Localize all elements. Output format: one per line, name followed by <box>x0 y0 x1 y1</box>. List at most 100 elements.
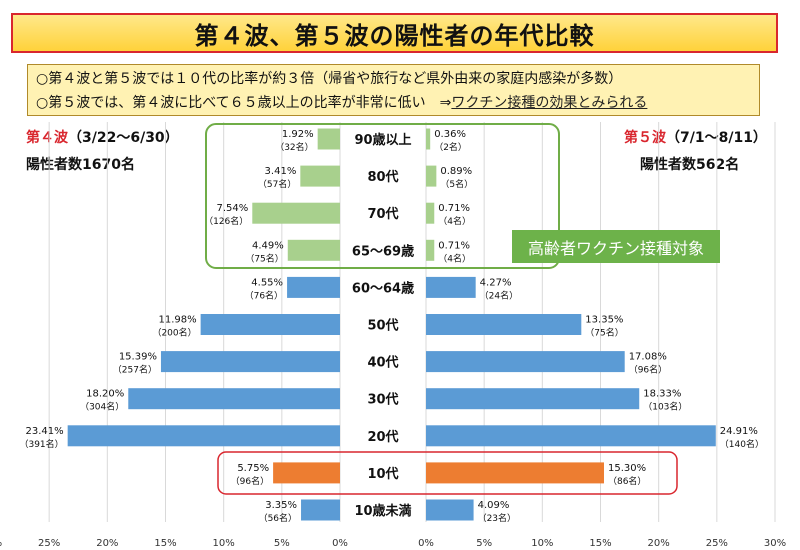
category-label: 60～64歳 <box>352 280 414 296</box>
left-bar <box>200 314 340 335</box>
right-data-label: 0.89% <box>440 166 472 177</box>
right-data-label: 17.08% <box>629 352 667 363</box>
left-axis-tick: 25% <box>38 538 60 549</box>
left-wave-label: 第４波（3/22～6/30） <box>26 127 179 147</box>
vaccine-target-label: 高齢者ワクチン接種対象 <box>512 230 720 263</box>
left-count-label: （257名） <box>113 364 157 376</box>
right-axis-tick: 15% <box>589 538 611 549</box>
left-count-label: （304名） <box>80 401 124 413</box>
left-count-label: （96名） <box>231 475 269 487</box>
summary-box: ○第４波と第５波では１０代の比率が約３倍（帰省や旅行など県外由来の家庭内感染が多… <box>27 64 760 116</box>
right-data-label: 0.36% <box>434 129 466 140</box>
category-label: 10代 <box>367 466 398 482</box>
right-count-label: （103名） <box>643 401 687 413</box>
teen-highlight-frame <box>217 451 678 495</box>
left-bar <box>300 165 340 187</box>
category-label: 90歳以上 <box>354 132 411 148</box>
category-label: 40代 <box>367 355 398 371</box>
left-data-label: 3.41% <box>265 166 297 177</box>
left-count-label: （391名） <box>19 438 63 450</box>
right-bar <box>426 351 625 373</box>
left-bar <box>287 276 340 298</box>
category-label: 10歳未満 <box>354 503 411 519</box>
left-axis-tick: 30% <box>0 538 2 549</box>
left-bar <box>301 499 340 521</box>
category-label: 80代 <box>367 169 398 185</box>
left-wave-name: 第４波 <box>26 130 68 146</box>
left-bar <box>128 388 340 410</box>
right-bar <box>426 425 716 447</box>
right-bar <box>426 128 431 150</box>
right-axis-tick: 20% <box>648 538 670 549</box>
left-axis-tick: 20% <box>96 538 118 549</box>
right-count-label: （86名） <box>608 475 646 487</box>
category-label: 50代 <box>367 318 398 334</box>
left-axis-tick: 10% <box>213 538 235 549</box>
left-bar <box>273 462 340 484</box>
category-label: 70代 <box>367 206 398 222</box>
left-data-label: 3.35% <box>265 500 297 511</box>
right-count-label: （4名） <box>438 215 471 227</box>
left-count-label: （56名） <box>259 512 297 524</box>
left-bar <box>160 351 340 373</box>
right-data-label: 15.30% <box>608 463 646 474</box>
left-data-label: 15.39% <box>119 352 157 363</box>
right-bar <box>426 388 640 410</box>
right-axis-tick: 5% <box>476 538 492 549</box>
summary-line-2: ○第５波では、第４波に比べて６５歳以上の比率が非常に低い ⇒ワクチン接種の効果と… <box>36 91 751 115</box>
right-axis-tick: 25% <box>706 538 728 549</box>
right-data-label: 0.71% <box>438 240 470 251</box>
right-bar <box>426 499 474 521</box>
left-data-label: 7.54% <box>217 203 249 214</box>
left-axis-tick: 0% <box>332 538 348 549</box>
summary-line-2-conclusion: ワクチン接種の効果とみられる <box>451 95 648 111</box>
title-banner: 第４波、第５波の陽性者の年代比較 <box>11 13 778 53</box>
right-data-label: 13.35% <box>585 315 623 326</box>
left-bar <box>317 128 340 150</box>
left-bar <box>287 239 340 261</box>
left-axis-tick: 5% <box>274 538 290 549</box>
left-data-label: 11.98% <box>158 315 196 326</box>
left-data-label: 4.49% <box>252 240 284 251</box>
category-label: 30代 <box>367 392 398 408</box>
left-count-label: （32名） <box>275 141 313 153</box>
left-axis-tick: 15% <box>154 538 176 549</box>
category-label: 65～69歳 <box>352 243 414 259</box>
left-count-label: （57名） <box>258 178 296 190</box>
right-count-label: （75名） <box>585 327 623 339</box>
right-data-label: 24.91% <box>720 426 758 437</box>
right-bar <box>426 165 437 187</box>
left-data-label: 5.75% <box>237 463 269 474</box>
left-count-label: （76名） <box>245 289 283 301</box>
left-count-label: （126名） <box>204 215 248 227</box>
right-data-label: 0.71% <box>438 203 470 214</box>
summary-line-2-text: ○第５波では、第４波に比べて６５歳以上の比率が非常に低い ⇒ <box>36 95 452 111</box>
right-bar <box>426 202 435 224</box>
page-title: 第４波、第５波の陽性者の年代比較 <box>194 21 595 50</box>
left-data-label: 23.41% <box>26 426 64 437</box>
right-count-label: （5名） <box>440 178 473 190</box>
left-data-label: 4.55% <box>251 277 283 288</box>
right-bar <box>426 314 582 335</box>
right-axis-tick: 10% <box>531 538 553 549</box>
right-count-label: （96名） <box>629 364 667 376</box>
right-axis-tick: 0% <box>418 538 434 549</box>
summary-line-1: ○第４波と第５波では１０代の比率が約３倍（帰省や旅行など県外由来の家庭内感染が多… <box>36 71 623 87</box>
right-count-label: （2名） <box>434 141 467 153</box>
right-count-label: （140名） <box>720 438 764 450</box>
right-data-label: 18.33% <box>643 389 681 400</box>
category-label: 20代 <box>367 429 398 445</box>
right-data-label: 4.09% <box>478 500 510 511</box>
right-case-count: 陽性者数562名 <box>640 157 740 173</box>
right-bar <box>426 462 604 484</box>
elderly-highlight-frame <box>205 123 560 269</box>
left-bar <box>252 202 340 224</box>
right-count-label: （24名） <box>480 289 518 301</box>
right-count-label: （23名） <box>478 512 516 524</box>
left-count-label: （75名） <box>245 252 283 264</box>
right-bar <box>426 276 476 298</box>
left-count-label: （200名） <box>152 327 196 339</box>
left-data-label: 18.20% <box>86 389 124 400</box>
right-wave-name: 第５波 <box>624 130 666 146</box>
